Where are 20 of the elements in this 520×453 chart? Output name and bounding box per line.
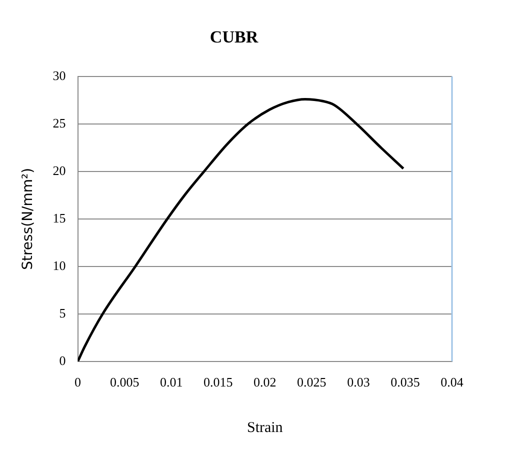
- x-tick-label: 0.01: [160, 374, 183, 390]
- y-axis-title: Stress(N/mm²): [20, 168, 36, 270]
- y-tick-label: 30: [52, 68, 66, 83]
- chart-title: CUBR: [210, 28, 259, 47]
- x-tick-label: 0.02: [254, 374, 276, 390]
- y-tick-label: 10: [52, 258, 66, 273]
- x-tick-label: 0.015: [204, 374, 233, 390]
- x-tick-label: 0.035: [390, 374, 420, 390]
- x-tick-label: 0.03: [347, 374, 370, 390]
- x-tick-label: 0.04: [440, 374, 464, 390]
- y-tick-label: 0: [59, 352, 66, 368]
- x-tick-label: 0.025: [297, 374, 326, 390]
- y-tick-label: 25: [52, 115, 66, 130]
- x-tick-label: 0: [74, 374, 82, 390]
- line-series: [78, 98, 405, 362]
- y-tick-label: 15: [52, 210, 66, 226]
- y-tick-label: 20: [52, 162, 66, 178]
- x-tick-label: 0.005: [110, 374, 140, 390]
- x-axis-title: Strain: [246, 420, 284, 436]
- y-tick-label: 5: [59, 305, 66, 320]
